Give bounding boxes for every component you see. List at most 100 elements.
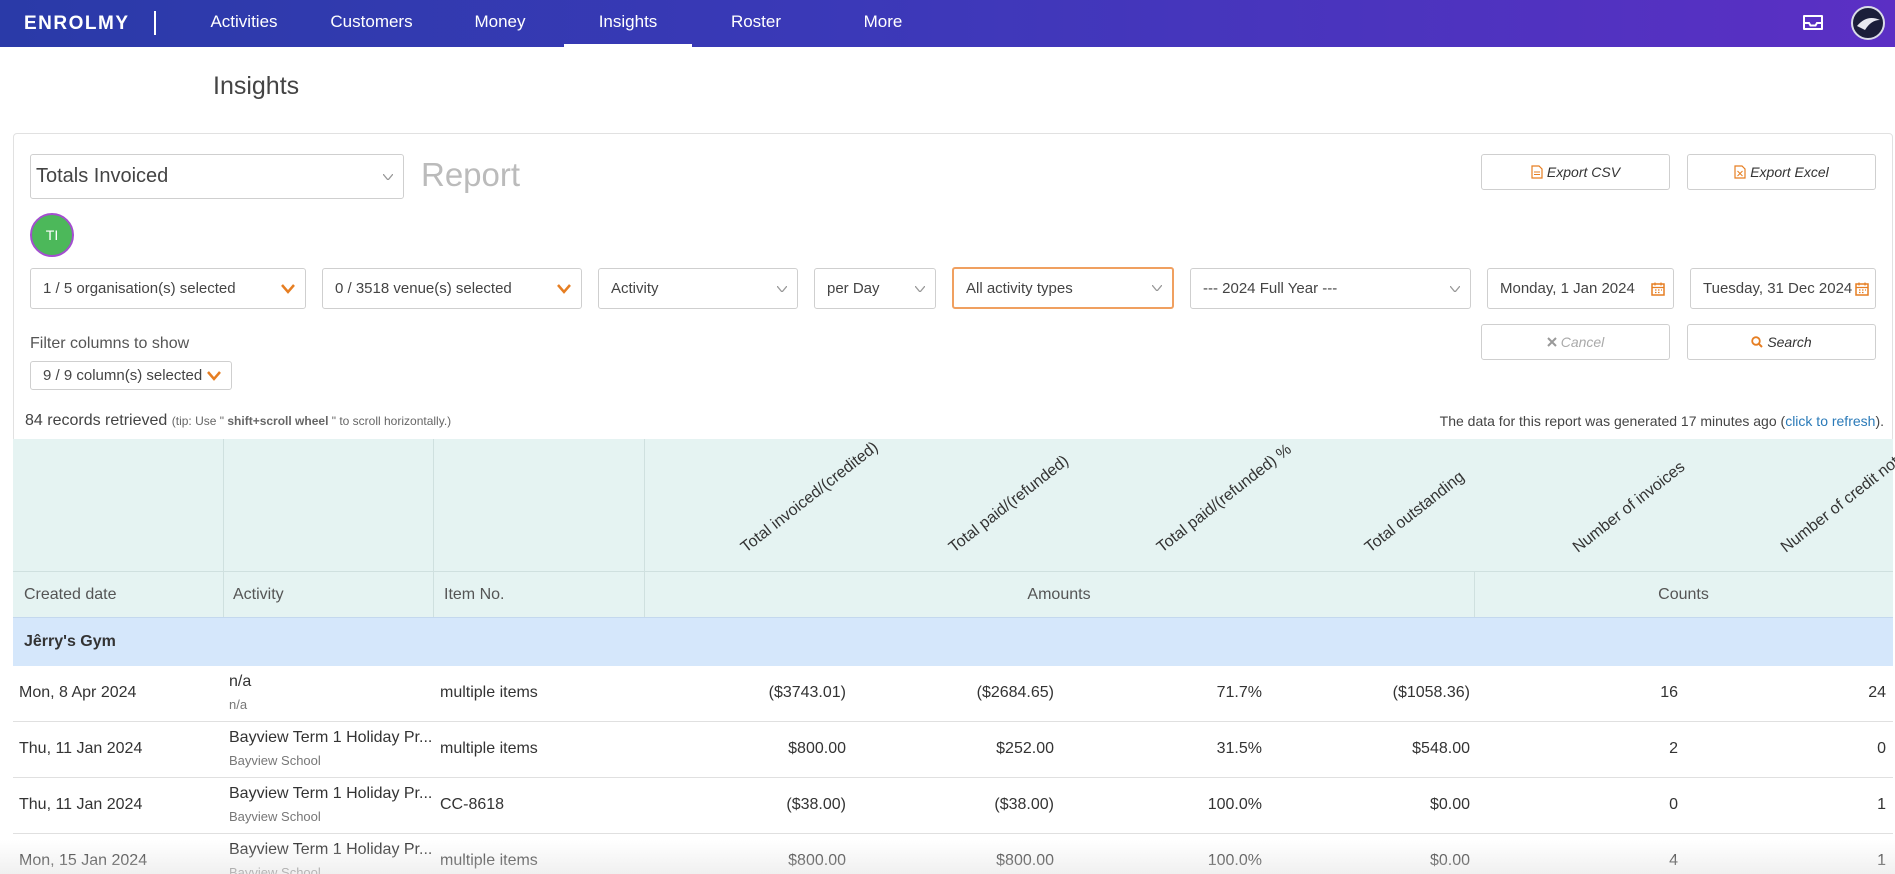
table-row: Thu, 11 Jan 2024 Bayview Term 1 Holiday … bbox=[13, 722, 1893, 778]
export-csv-label: Export CSV bbox=[1546, 164, 1621, 180]
cancel-button[interactable]: Cancel bbox=[1481, 324, 1670, 360]
user-avatar-image-icon bbox=[1857, 18, 1880, 30]
columns-select[interactable]: 9 / 9 column(s) selected bbox=[30, 361, 232, 390]
cell-total-outstanding: $0.00 bbox=[1429, 796, 1470, 813]
report-type-select[interactable]: Totals Invoiced bbox=[30, 154, 404, 199]
cell-total-paid-pct: 100.0% bbox=[1207, 852, 1262, 869]
cell-total-invoiced: $800.00 bbox=[788, 852, 846, 869]
export-excel-button[interactable]: Export Excel bbox=[1687, 154, 1876, 190]
table-row: Mon, 8 Apr 2024 n/a n/a multiple items (… bbox=[13, 666, 1893, 722]
cancel-label: Cancel bbox=[1560, 334, 1605, 350]
file-csv-icon bbox=[1531, 165, 1543, 179]
header-total-outstanding[interactable]: Total outstanding bbox=[1361, 468, 1468, 557]
table-header-groups: Created date Activity Item No. Amounts C… bbox=[13, 571, 1893, 618]
cell-total-paid-pct: 31.5% bbox=[1216, 740, 1262, 757]
nav-item-customers[interactable]: Customers bbox=[330, 12, 413, 31]
chevron-down-icon bbox=[1450, 285, 1460, 292]
logo-divider bbox=[154, 11, 156, 35]
close-icon bbox=[1546, 337, 1557, 347]
group-by-select[interactable]: Activity bbox=[598, 268, 798, 309]
calendar-icon bbox=[1651, 282, 1665, 296]
cell-total-paid-pct: 100.0% bbox=[1207, 796, 1262, 813]
start-date-input[interactable]: Monday, 1 Jan 2024 bbox=[1487, 268, 1674, 309]
nav-item-activities[interactable]: Activities bbox=[210, 12, 278, 31]
cell-item-no: multiple items bbox=[440, 684, 538, 701]
header-total-invoiced[interactable]: Total invoiced/(credited) bbox=[737, 438, 882, 557]
records-count-text: 84 records retrieved bbox=[25, 412, 168, 429]
header-number-credit-notes[interactable]: Number of credit notes bbox=[1777, 443, 1895, 557]
cell-activity[interactable]: Bayview Term 1 Holiday Pr... bbox=[229, 729, 433, 746]
top-nav: ENROLMY Activities Customers Money Insig… bbox=[0, 0, 1895, 47]
cell-number-invoices: 0 bbox=[1669, 796, 1678, 813]
organisation-select[interactable]: 1 / 5 organisation(s) selected bbox=[30, 268, 306, 309]
chevron-down-icon bbox=[281, 283, 295, 294]
header-activity[interactable]: Activity bbox=[233, 586, 284, 603]
cell-venue: n/a bbox=[229, 697, 248, 712]
chevron-down-icon bbox=[1152, 285, 1162, 291]
cell-item-no-link[interactable]: CC-8618 bbox=[440, 796, 505, 813]
records-count: 84 records retrieved (tip: Use " shift+s… bbox=[25, 412, 451, 430]
venue-select[interactable]: 0 / 3518 venue(s) selected bbox=[322, 268, 582, 309]
column-separator bbox=[1474, 572, 1475, 618]
interval-value: per Day bbox=[827, 280, 880, 297]
cell-number-credit-notes: 1 bbox=[1877, 796, 1886, 813]
header-total-paid[interactable]: Total paid/(refunded) bbox=[945, 452, 1073, 557]
cell-total-paid-pct: 71.7% bbox=[1216, 684, 1262, 701]
period-select[interactable]: --- 2024 Full Year --- bbox=[1190, 268, 1471, 309]
cell-venue: Bayview School bbox=[229, 809, 321, 824]
report-label: Report bbox=[421, 156, 521, 193]
cell-activity[interactable]: Bayview Term 1 Holiday Pr... bbox=[229, 841, 433, 858]
cell-total-paid: ($2684.65) bbox=[976, 684, 1054, 701]
header-created-date[interactable]: Created date bbox=[24, 586, 117, 603]
nav-item-insights[interactable]: Insights bbox=[564, 0, 692, 47]
search-icon bbox=[1751, 336, 1764, 348]
nav-item-more[interactable]: More bbox=[863, 12, 903, 31]
activity-types-select[interactable]: All activity types bbox=[952, 267, 1174, 309]
header-total-paid-pct[interactable]: Total paid/(refunded) % bbox=[1153, 440, 1295, 557]
chevron-down-icon bbox=[777, 285, 787, 292]
cell-total-invoiced: ($38.00) bbox=[786, 796, 846, 813]
file-excel-icon bbox=[1734, 165, 1746, 179]
cell-total-outstanding: ($1058.36) bbox=[1392, 684, 1470, 701]
cell-item-no: multiple items bbox=[440, 740, 538, 757]
cell-venue: Bayview School bbox=[229, 865, 321, 874]
scroll-tip-prefix: (tip: Use " bbox=[171, 414, 225, 428]
header-item-no[interactable]: Item No. bbox=[444, 586, 505, 603]
header-number-invoices[interactable]: Number of invoices bbox=[1569, 458, 1689, 557]
cell-activity[interactable]: Bayview Term 1 Holiday Pr... bbox=[229, 785, 433, 802]
cell-number-invoices: 4 bbox=[1669, 852, 1678, 869]
export-csv-button[interactable]: Export CSV bbox=[1481, 154, 1670, 190]
inbox-icon[interactable] bbox=[1802, 14, 1824, 31]
generated-notice: The data for this report was generated 1… bbox=[1440, 413, 1884, 429]
cell-number-invoices: 2 bbox=[1669, 740, 1678, 757]
cell-total-outstanding: $0.00 bbox=[1429, 852, 1470, 869]
export-excel-label: Export Excel bbox=[1750, 164, 1829, 180]
generated-prefix: The data for this report was generated 1… bbox=[1439, 413, 1786, 429]
generated-suffix: ). bbox=[1875, 413, 1884, 429]
venue-select-value: 0 / 3518 venue(s) selected bbox=[335, 280, 512, 297]
chevron-down-icon bbox=[207, 370, 221, 381]
end-date-input[interactable]: Tuesday, 31 Dec 2024 bbox=[1690, 268, 1876, 309]
cell-total-paid: $800.00 bbox=[996, 852, 1054, 869]
end-date-value: Tuesday, 31 Dec 2024 bbox=[1703, 280, 1853, 297]
interval-select[interactable]: per Day bbox=[814, 268, 936, 309]
column-separator bbox=[223, 572, 224, 618]
chevron-down-icon bbox=[557, 283, 571, 294]
group-row: Jêrry's Gym bbox=[13, 617, 1893, 666]
cell-created-date: Thu, 11 Jan 2024 bbox=[19, 740, 143, 757]
enrolmy-logo[interactable]: ENROLMY bbox=[24, 13, 130, 34]
cell-total-paid: ($38.00) bbox=[994, 796, 1054, 813]
nav-item-money[interactable]: Money bbox=[474, 12, 526, 31]
user-avatar[interactable] bbox=[1851, 6, 1885, 40]
chevron-down-icon bbox=[383, 173, 393, 180]
refresh-link[interactable]: click to refresh bbox=[1785, 413, 1876, 429]
filter-columns-label: Filter columns to show bbox=[30, 335, 190, 352]
search-button[interactable]: Search bbox=[1687, 324, 1876, 360]
report-type-value: Totals Invoiced bbox=[36, 165, 169, 187]
scroll-tip-suffix: " to scroll horizontally.) bbox=[331, 414, 452, 428]
search-label: Search bbox=[1767, 334, 1812, 350]
cell-number-invoices: 16 bbox=[1660, 684, 1678, 701]
cell-number-credit-notes: 1 bbox=[1877, 852, 1886, 869]
nav-item-roster[interactable]: Roster bbox=[730, 12, 782, 31]
cell-total-outstanding: $548.00 bbox=[1412, 740, 1470, 757]
